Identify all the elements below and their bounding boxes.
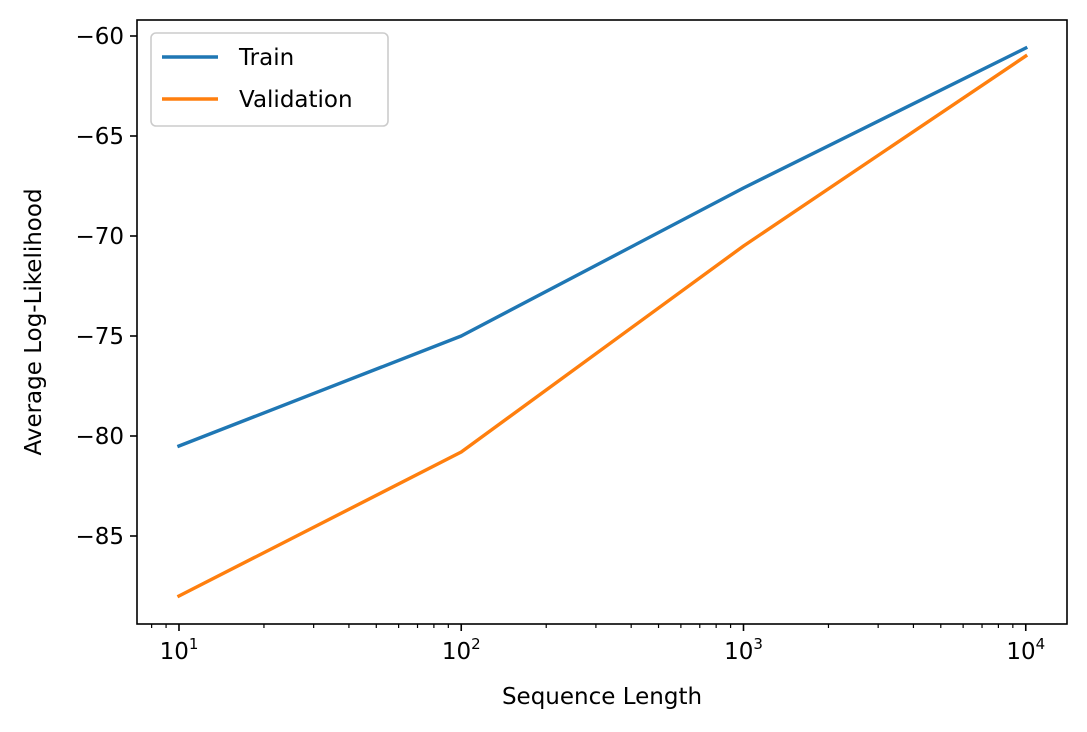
x-tick-label: 104 bbox=[1006, 635, 1045, 665]
y-tick-label: −70 bbox=[75, 224, 124, 250]
x-tick-exponent: 1 bbox=[189, 635, 199, 653]
y-tick-label: −60 bbox=[75, 24, 124, 50]
plot-frame bbox=[136, 19, 1068, 625]
series-line-train bbox=[176, 45, 1029, 449]
x-tick-exponent: 3 bbox=[753, 635, 763, 653]
legend: Train Validation bbox=[150, 32, 389, 127]
x-tick-label: 101 bbox=[160, 635, 199, 665]
y-axis-title: Average Log-Likelihood bbox=[21, 188, 47, 455]
x-axis: 101 102 103 104 bbox=[151, 624, 1045, 665]
series-layer bbox=[176, 45, 1029, 599]
x-tick-exponent: 2 bbox=[471, 635, 481, 653]
legend-label-validation: Validation bbox=[239, 87, 353, 113]
x-tick-base: 10 bbox=[160, 639, 189, 665]
y-axis: −60 −65 −70 −75 −80 −85 bbox=[75, 24, 137, 550]
x-tick-label: 102 bbox=[442, 635, 481, 665]
x-tick-exponent: 4 bbox=[1036, 635, 1046, 653]
x-tick-label: 103 bbox=[724, 635, 763, 665]
y-tick-label: −80 bbox=[75, 424, 124, 450]
series-line-validation bbox=[176, 53, 1029, 599]
y-tick-label: −65 bbox=[75, 124, 124, 150]
y-tick-label: −85 bbox=[75, 524, 124, 550]
x-tick-base: 10 bbox=[724, 639, 753, 665]
y-tick-label: −75 bbox=[75, 324, 124, 350]
legend-label-train: Train bbox=[238, 45, 294, 71]
x-tick-base: 10 bbox=[1006, 639, 1035, 665]
x-axis-title: Sequence Length bbox=[502, 684, 702, 710]
x-tick-base: 10 bbox=[442, 639, 471, 665]
